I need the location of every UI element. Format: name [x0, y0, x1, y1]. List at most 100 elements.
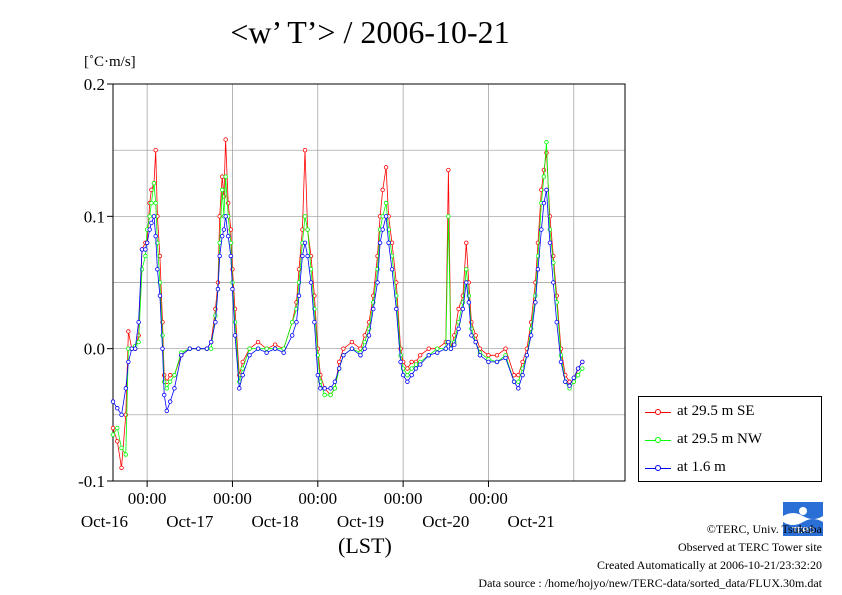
- data-point-2: [516, 386, 521, 391]
- x-time-label: 00:00: [298, 489, 337, 508]
- data-point-0: [494, 353, 500, 358]
- data-point-2: [554, 320, 559, 325]
- data-point-1: [161, 379, 167, 384]
- data-point-2: [147, 227, 152, 232]
- data-point-0: [409, 359, 414, 365]
- series-line-2: [112, 189, 583, 416]
- data-point-2: [456, 326, 461, 332]
- data-point-2: [164, 408, 169, 414]
- data-point-2: [215, 286, 221, 292]
- data-point-2: [151, 214, 157, 219]
- data-point-2: [446, 339, 451, 345]
- data-point-2: [196, 346, 201, 351]
- data-point-2: [469, 333, 474, 338]
- data-point-0: [383, 165, 389, 170]
- data-point-2: [160, 346, 165, 351]
- data-point-2: [533, 300, 538, 305]
- data-point-0: [223, 137, 228, 142]
- data-point-2: [294, 320, 299, 325]
- data-point-1: [533, 293, 538, 298]
- data-point-1: [435, 346, 440, 351]
- data-point-2: [541, 200, 547, 206]
- data-point-1: [115, 425, 120, 431]
- data-point-2: [126, 359, 131, 365]
- data-point-2: [153, 233, 158, 239]
- data-point-1: [305, 227, 310, 232]
- data-point-1: [160, 333, 165, 338]
- data-point-2: [528, 333, 534, 338]
- data-point-1: [167, 379, 173, 384]
- data-point-2: [172, 386, 177, 391]
- data-point-0: [554, 293, 559, 298]
- data-point-2: [341, 353, 346, 358]
- data-point-2: [155, 267, 160, 272]
- data-point-0: [110, 425, 116, 431]
- data-point-0: [349, 339, 355, 345]
- data-point-2: [571, 375, 576, 380]
- legend-label-se: at 29.5 m SE: [677, 403, 755, 419]
- data-point-2: [204, 346, 210, 351]
- data-point-0: [418, 353, 423, 358]
- data-point-2: [144, 240, 150, 245]
- data-point-2: [315, 372, 320, 378]
- data-point-2: [217, 253, 222, 259]
- legend-item-se: at 29.5 m SE: [645, 402, 755, 420]
- data-point-0: [336, 359, 342, 365]
- data-point-1: [464, 267, 469, 272]
- data-point-0: [464, 240, 469, 245]
- data-point-1: [409, 366, 414, 371]
- data-point-2: [358, 353, 363, 358]
- data-point-2: [136, 320, 141, 325]
- data-point-2: [336, 366, 342, 371]
- data-point-2: [179, 353, 184, 358]
- data-point-0: [115, 439, 120, 444]
- y-tick-label: -0.1: [78, 472, 105, 491]
- data-point-2: [167, 399, 173, 404]
- data-point-0: [446, 167, 451, 173]
- data-point-0: [473, 333, 478, 338]
- data-point-1: [302, 214, 308, 219]
- data-point-2: [520, 372, 525, 378]
- data-point-1: [264, 346, 269, 351]
- x-axis-unit: (LST): [338, 533, 392, 558]
- data-point-1: [575, 372, 581, 378]
- data-point-1: [143, 253, 148, 259]
- data-point-1: [164, 386, 169, 391]
- data-point-2: [460, 306, 466, 312]
- x-date-label: Oct-20: [422, 512, 469, 531]
- data-point-1: [213, 313, 218, 318]
- x-date-label: Oct-18: [252, 512, 299, 531]
- data-point-1: [149, 200, 154, 206]
- data-point-2: [466, 300, 472, 305]
- data-point-2: [551, 280, 556, 285]
- svg-text:TERC: TERC: [792, 526, 814, 535]
- data-point-2: [398, 359, 403, 365]
- data-point-0: [240, 359, 245, 365]
- y-tick-label: 0.0: [84, 340, 105, 359]
- data-point-2: [547, 240, 553, 245]
- y-axis-unit: [˚C·m/s]: [84, 54, 136, 70]
- data-point-2: [132, 346, 138, 351]
- data-point-2: [409, 372, 414, 378]
- data-point-2: [228, 253, 233, 259]
- data-point-2: [477, 353, 483, 358]
- data-point-1: [119, 445, 124, 451]
- x-date-label: Oct-19: [337, 512, 384, 531]
- legend-label-nw: at 29.5 m NW: [677, 431, 762, 447]
- data-point-0: [341, 346, 346, 351]
- data-point-1: [247, 346, 252, 351]
- data-point-0: [126, 329, 131, 334]
- data-point-2: [296, 293, 302, 298]
- data-point-2: [232, 333, 238, 338]
- data-point-2: [386, 240, 391, 245]
- data-point-1: [413, 362, 419, 367]
- data-point-1: [446, 214, 451, 219]
- data-point-2: [375, 280, 380, 285]
- data-point-2: [302, 240, 308, 245]
- data-point-2: [119, 412, 124, 418]
- data-point-2: [486, 359, 491, 365]
- data-point-0: [153, 147, 158, 153]
- data-point-0: [119, 465, 124, 470]
- data-point-2: [443, 346, 448, 351]
